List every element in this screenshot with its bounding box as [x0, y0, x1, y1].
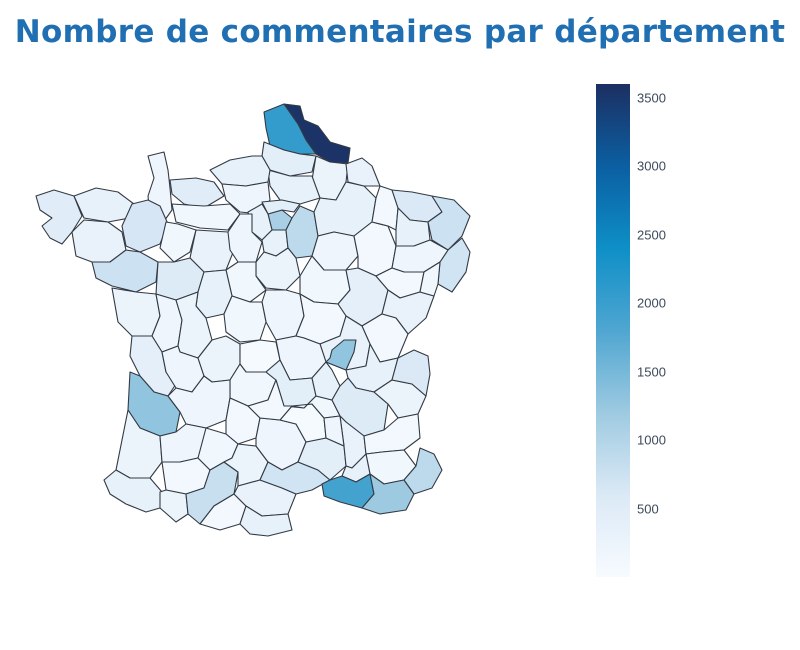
- colorbar-tick: 1500: [637, 364, 666, 380]
- department-pyrenees-orientales[interactable]: Pyrénées-Orientales: 350: [239, 505, 293, 537]
- colorbar-tick: 3000: [637, 158, 666, 174]
- department-finistere[interactable]: Finistère: 500: [35, 189, 83, 245]
- department-dordogne[interactable]: Dordogne: 200: [167, 375, 231, 429]
- department-haute-savoie[interactable]: Haute-Savoie: 600: [391, 349, 431, 397]
- colorbar-tick: 500: [637, 501, 659, 517]
- department-loiret[interactable]: Loiret: 250: [255, 247, 301, 291]
- colorbar-tick: 2500: [637, 227, 666, 243]
- department-hautes-pyrenees[interactable]: Hautes-Pyrénées: 250: [159, 489, 189, 523]
- department-ille-et-vilaine[interactable]: Ille-et-Vilaine: 650: [121, 199, 169, 253]
- department-vendee[interactable]: Vendée: 250: [111, 287, 161, 337]
- colorbar-tick: 2000: [637, 295, 666, 311]
- department-indre[interactable]: Indre: 150: [223, 295, 267, 343]
- department-orne[interactable]: Orne: 150: [171, 203, 241, 231]
- department-ardeche[interactable]: Ardèche: 200: [323, 415, 345, 447]
- colorbar: [596, 84, 630, 577]
- department-cantal[interactable]: Cantal: 100: [247, 379, 293, 421]
- colorbar-tick: 1000: [637, 432, 666, 448]
- chart-title: Nombre de commentaires par département: [14, 14, 786, 50]
- department-mayenne[interactable]: Mayenne: 150: [159, 221, 197, 263]
- department-eure-et-loir[interactable]: Eure-et-Loir: 200: [227, 213, 263, 263]
- department-rhone[interactable]: Rhône: 1300: [325, 339, 357, 371]
- department-seine-maritime[interactable]: Seine-Maritime: 350: [209, 155, 271, 187]
- department-var[interactable]: Var: 1200: [361, 473, 415, 515]
- department-haute-garonne[interactable]: Haute-Garonne: 800: [185, 461, 239, 525]
- department-cotes-d-armor[interactable]: Côtes-d'Armor: 350: [73, 187, 135, 223]
- department-pas-de-calais[interactable]: Pas-de-Calais: 2050: [263, 103, 317, 155]
- department-oise[interactable]: Oise: 350: [267, 169, 321, 205]
- colorbar-tick: 3500: [637, 90, 666, 106]
- department-calvados[interactable]: Calvados: 500: [169, 177, 225, 209]
- department-ardennes[interactable]: Ardennes: 300: [345, 157, 381, 187]
- department-alpes-maritimes[interactable]: Alpes-Maritimes: 900: [403, 447, 443, 495]
- department-charente-maritime[interactable]: Charente-Maritime: 400: [129, 335, 177, 397]
- department-territoire-de-belfort[interactable]: Territoire de Belfort: 150: [419, 261, 441, 297]
